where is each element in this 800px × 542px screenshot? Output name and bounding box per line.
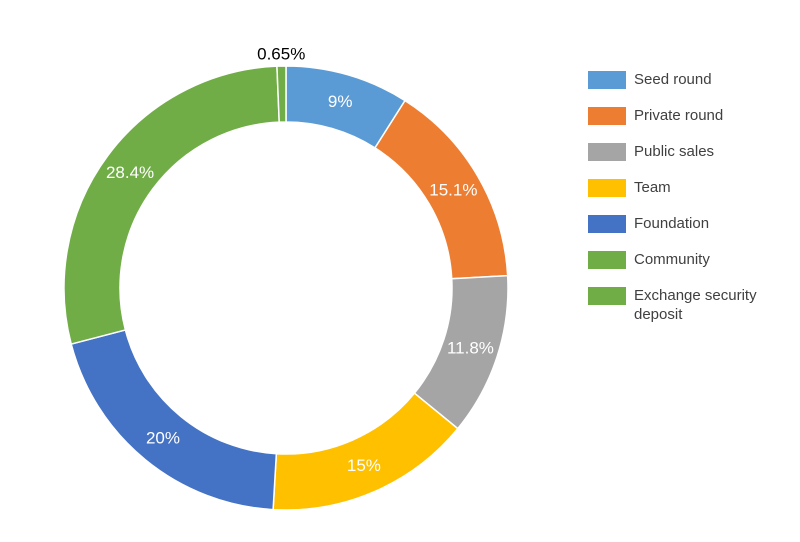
legend-swatch <box>588 215 626 233</box>
slice-value-label: 9% <box>328 92 353 111</box>
legend: Seed round Private round Public sales Team F… <box>588 70 788 341</box>
legend-swatch <box>588 107 626 125</box>
legend-label: Foundation <box>634 215 710 232</box>
legend-swatch <box>588 143 626 161</box>
legend-item: Community <box>588 250 788 269</box>
legend-label: Community <box>634 251 710 268</box>
legend-item: Exchange security deposit <box>588 286 788 324</box>
legend-item: Team <box>588 178 788 197</box>
slice-foundation <box>70 329 278 511</box>
slice-value-label: 15% <box>347 456 381 475</box>
legend-label: Public sales <box>634 143 715 160</box>
legend-swatch <box>588 71 626 89</box>
legend-swatch <box>588 287 626 305</box>
legend-swatch <box>588 179 626 197</box>
legend-label: Exchange security deposit <box>634 287 757 323</box>
slice-value-label: 0.65% <box>257 45 305 64</box>
slice-value-label: 15.1% <box>429 180 477 199</box>
legend-label: Team <box>634 179 671 196</box>
legend-item: Public sales <box>588 142 788 161</box>
legend-label: Private round <box>634 107 724 124</box>
legend-item: Foundation <box>588 214 788 233</box>
legend-item: Seed round <box>588 70 788 89</box>
slice-team <box>272 392 459 511</box>
legend-swatch <box>588 251 626 269</box>
slice-community <box>63 65 280 345</box>
slice-value-label: 28.4% <box>106 163 154 182</box>
slice-value-label: 20% <box>146 429 180 448</box>
slice-value-label: 11.8% <box>447 339 494 358</box>
legend-label: Seed round <box>634 71 712 88</box>
legend-item: Private round <box>588 106 788 125</box>
slice-exchange-security-deposit <box>276 65 287 123</box>
